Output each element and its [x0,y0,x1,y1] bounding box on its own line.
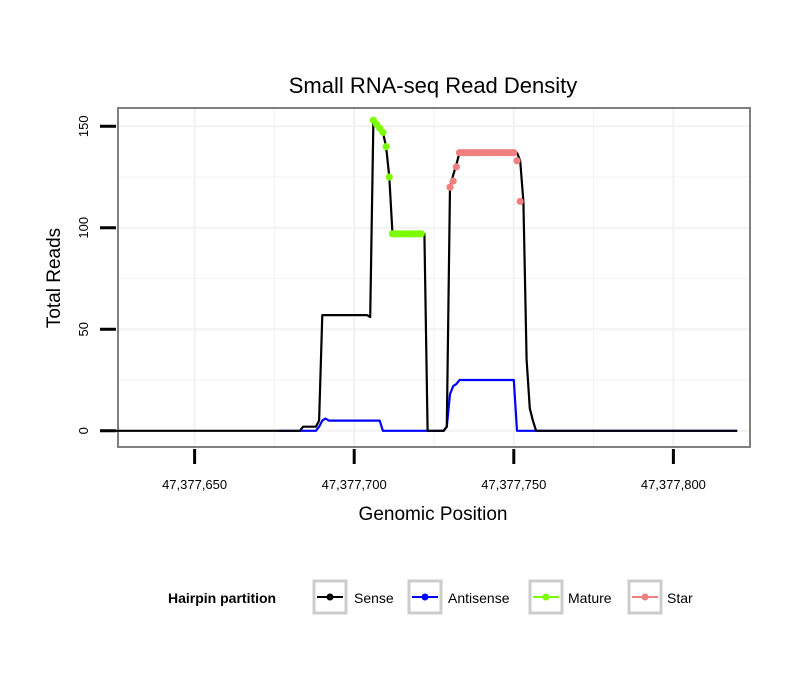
sense-line [114,119,738,432]
star-point [449,177,457,185]
y-tick-label: 100 [76,217,91,239]
legend-key-point [641,593,649,601]
star-point [513,157,521,165]
x-tick-label: 47,377,800 [641,477,706,492]
x-tick-label: 47,377,650 [162,477,227,492]
mature-point [379,128,387,136]
legend-item-sense: Sense [312,579,394,615]
x-axis-title: Genomic Position [359,504,508,525]
star-point [446,183,454,191]
legend-item-star: Star [627,579,693,615]
y-tick-label: 50 [76,322,91,336]
star-point [452,163,460,171]
legend-label-sense: Sense [354,590,394,606]
x-tick-label: 47,377,700 [322,477,387,492]
legend-key-point [421,593,429,601]
x-tick-label: 47,377,750 [481,477,546,492]
legend: Hairpin partition Sense Antisense Mature St… [168,579,693,615]
y-tick-label: 150 [76,115,91,137]
legend-title: Hairpin partition [168,590,276,606]
antisense-line [277,378,738,432]
chart-title: Small RNA-seq Read Density [289,73,578,98]
plot-panel-border [117,107,751,448]
y-axis: 0 50 100 150 [76,115,116,434]
legend-label-antisense: Antisense [448,590,510,606]
star-point [510,149,518,157]
legend-label-star: Star [667,590,693,606]
mature-point [385,173,393,181]
legend-key-point [326,593,334,601]
legend-key-point [542,593,550,601]
mature-point [382,142,390,151]
legend-item-mature: Mature [528,579,612,615]
y-axis-title: Total Reads [44,228,65,328]
y-tick-label: 0 [76,427,91,434]
star-point [516,197,524,205]
legend-item-antisense: Antisense [407,579,510,615]
gridlines [118,108,750,447]
x-axis: 47,377,650 47,377,700 47,377,750 47,377,800 [162,449,706,492]
mature-point [417,230,425,238]
legend-label-mature: Mature [568,590,612,606]
series-layer [114,116,738,432]
